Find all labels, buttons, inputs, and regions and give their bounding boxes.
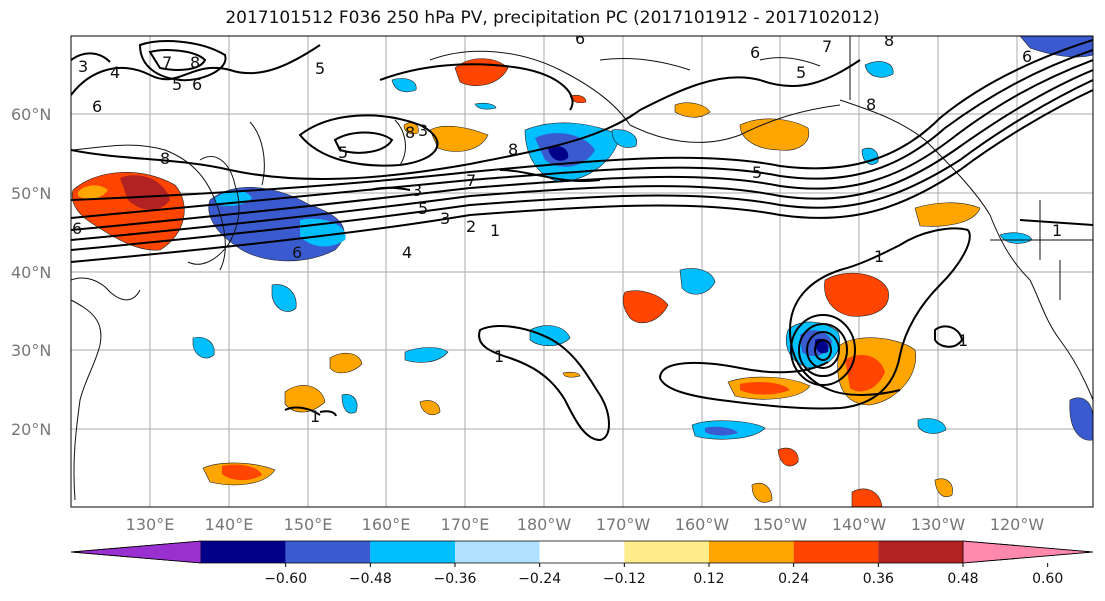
lat-label: 30°N bbox=[11, 341, 51, 360]
contour-label: 7 bbox=[466, 171, 476, 190]
contour-label: 6 bbox=[1022, 47, 1032, 66]
lat-label: 60°N bbox=[11, 105, 51, 124]
lon-label: 160°E bbox=[362, 515, 411, 534]
contour-label: 5 bbox=[418, 199, 428, 218]
colorbar-tick-label: −0.48 bbox=[349, 571, 392, 587]
precip-shading bbox=[71, 36, 1093, 507]
contour-label: 5 bbox=[796, 63, 806, 82]
lon-label: 140°E bbox=[205, 515, 254, 534]
contour-label: 6 bbox=[192, 75, 202, 94]
lon-label: 150°W bbox=[753, 515, 808, 534]
lon-label: 180°W bbox=[517, 515, 572, 534]
colorbar-segment bbox=[709, 541, 794, 563]
colorbar-segment bbox=[370, 541, 455, 563]
contour-label: 1 bbox=[310, 407, 320, 426]
contour-label: 6 bbox=[292, 243, 302, 262]
lat-label: 50°N bbox=[11, 184, 51, 203]
plot-title: 2017101512 F036 250 hPa PV, precipitatio… bbox=[225, 8, 880, 28]
contour-label: 8 bbox=[884, 31, 894, 50]
contour-label: 1 bbox=[1052, 221, 1062, 240]
colorbar-segment bbox=[878, 541, 963, 563]
contour-label: 1 bbox=[874, 247, 884, 266]
colorbar-tick-label: −0.60 bbox=[264, 571, 307, 587]
colorbar-tick-label: 0.24 bbox=[778, 571, 809, 587]
colorbar-segment bbox=[285, 541, 371, 563]
colorbar-tick-label: 0.12 bbox=[693, 571, 724, 587]
contour-label: 8 bbox=[190, 53, 200, 72]
colorbar-tick-label: 0.60 bbox=[1032, 571, 1063, 587]
lat-label: 40°N bbox=[11, 263, 51, 282]
contour-label: 7 bbox=[162, 53, 172, 72]
contour-label: 8 bbox=[160, 149, 170, 168]
contour-label: 7 bbox=[822, 37, 832, 56]
colorbar-tick-label: −0.24 bbox=[518, 571, 561, 587]
lon-label: 170°E bbox=[441, 515, 490, 534]
lon-label: 130°E bbox=[126, 515, 175, 534]
contour-label: 6 bbox=[92, 97, 102, 116]
contour-label: 6 bbox=[575, 29, 585, 48]
contour-label: 8 bbox=[866, 95, 876, 114]
colorbar-extend-low bbox=[70, 540, 202, 564]
contour-label: 4 bbox=[110, 63, 120, 82]
contour-label: 3 bbox=[418, 121, 428, 140]
colorbar-segment bbox=[455, 541, 540, 563]
colorbar-segment bbox=[793, 541, 879, 563]
contour-label: 1 bbox=[490, 221, 500, 240]
contour-label: 3 bbox=[440, 209, 450, 228]
contour-label: 6 bbox=[72, 219, 82, 238]
contour-label: 8 bbox=[508, 140, 518, 159]
lon-label: 130°W bbox=[911, 515, 966, 534]
colorbar: −0.60 −0.48 −0.36 −0.24 −0.12 0.12 0.24 0.36 0.4… bbox=[70, 540, 1094, 587]
lon-label: 170°W bbox=[596, 515, 651, 534]
colorbar-tick-label: 0.36 bbox=[863, 571, 894, 587]
contour-label: 5 bbox=[338, 143, 348, 162]
contour-label: 3 bbox=[78, 57, 88, 76]
contour-label: 5 bbox=[315, 59, 325, 78]
lat-axis: 60°N 50°N 40°N 30°N 20°N bbox=[11, 105, 51, 439]
colorbar-extend-high bbox=[962, 540, 1094, 564]
lon-label: 140°W bbox=[832, 515, 887, 534]
lon-label: 120°W bbox=[990, 515, 1045, 534]
colorbar-segment bbox=[539, 541, 625, 563]
contour-label: 1 bbox=[494, 347, 504, 366]
contour-label: 4 bbox=[402, 243, 412, 262]
contour-label: 3 bbox=[412, 181, 422, 200]
contour-label: 1 bbox=[958, 331, 968, 350]
colorbar-tick-label: −0.12 bbox=[603, 571, 646, 587]
lat-label: 20°N bbox=[11, 420, 51, 439]
plot-frame bbox=[70, 35, 1094, 508]
contour-label: 5 bbox=[752, 163, 762, 182]
contour-label: 8 bbox=[405, 123, 415, 142]
lon-label: 150°E bbox=[284, 515, 333, 534]
colorbar-segment bbox=[624, 541, 709, 563]
contour-label: 5 bbox=[172, 75, 182, 94]
colorbar-outline bbox=[70, 540, 1094, 564]
lon-label: 160°W bbox=[675, 515, 730, 534]
lon-axis: 130°E 140°E 150°E 160°E 170°E 180°W 170°… bbox=[126, 515, 1045, 534]
contour-labels: 3 4 7 8 5 6 6 5 6 7 5 8 6 6 8 5 8 8 8 5 … bbox=[72, 29, 1062, 426]
colorbar-segment bbox=[201, 541, 286, 563]
contour-label: 6 bbox=[750, 43, 760, 62]
contour-label: 2 bbox=[466, 217, 476, 236]
colorbar-tick-label: 0.48 bbox=[947, 571, 978, 587]
pv-contours bbox=[71, 39, 1093, 442]
colorbar-tick-label: −0.36 bbox=[434, 571, 477, 587]
